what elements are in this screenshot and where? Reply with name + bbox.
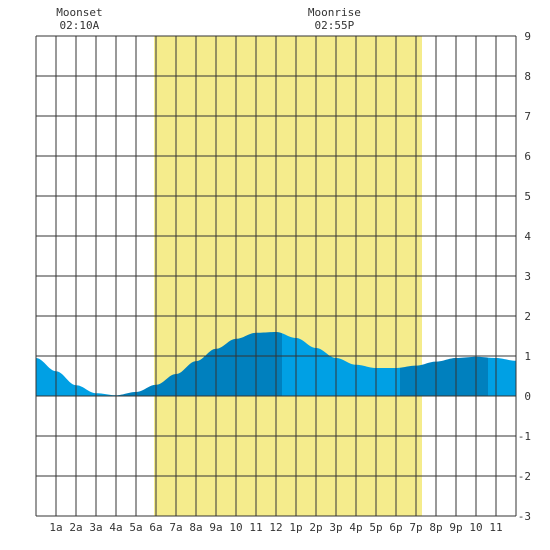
y-tick-label: -1	[518, 430, 531, 443]
x-tick-label: 2p	[309, 521, 322, 534]
y-tick-label: 3	[524, 270, 531, 283]
x-tick-label: 1a	[49, 521, 62, 534]
y-tick-label: 4	[524, 230, 531, 243]
x-tick-label: 2a	[69, 521, 82, 534]
y-tick-label: 2	[524, 310, 531, 323]
tide-area-segment-1	[118, 332, 282, 396]
x-tick-label: 3p	[329, 521, 342, 534]
x-tick-label: 6a	[149, 521, 162, 534]
x-tick-label: 4p	[349, 521, 362, 534]
x-tick-label: 3a	[89, 521, 102, 534]
tide-area-segment-0	[36, 358, 118, 396]
x-tick-label: 6p	[389, 521, 402, 534]
y-tick-label: -3	[518, 510, 531, 523]
y-tick-label: 8	[524, 70, 531, 83]
x-tick-label: 10	[229, 521, 242, 534]
x-tick-label: 1p	[289, 521, 302, 534]
annotation-time-0: 02:10A	[60, 19, 100, 32]
tide-area-segment-3	[400, 356, 488, 396]
x-tick-label: 11	[249, 521, 262, 534]
y-tick-label: 9	[524, 30, 531, 43]
y-tick-label: -2	[518, 470, 531, 483]
y-tick-label: 1	[524, 350, 531, 363]
y-tick-label: 7	[524, 110, 531, 123]
x-tick-label: 12	[269, 521, 282, 534]
x-tick-label: 4a	[109, 521, 122, 534]
tide-area-segment-4	[488, 357, 516, 396]
y-tick-label: 6	[524, 150, 531, 163]
x-tick-label: 7a	[169, 521, 182, 534]
x-tick-label: 10	[469, 521, 482, 534]
x-tick-label: 9p	[449, 521, 462, 534]
y-tick-label: 5	[524, 190, 531, 203]
x-tick-label: 8a	[189, 521, 202, 534]
annotation-label-0: Moonset	[56, 6, 102, 19]
x-tick-label: 7p	[409, 521, 422, 534]
x-tick-label: 8p	[429, 521, 442, 534]
y-tick-label: 0	[524, 390, 531, 403]
annotation-label-1: Moonrise	[308, 6, 361, 19]
x-tick-label: 9a	[209, 521, 222, 534]
x-tick-label: 5p	[369, 521, 382, 534]
annotation-time-1: 02:55P	[315, 19, 355, 32]
x-tick-label: 5a	[129, 521, 142, 534]
tide-area-segment-2	[282, 333, 400, 396]
x-tick-label: 11	[489, 521, 502, 534]
